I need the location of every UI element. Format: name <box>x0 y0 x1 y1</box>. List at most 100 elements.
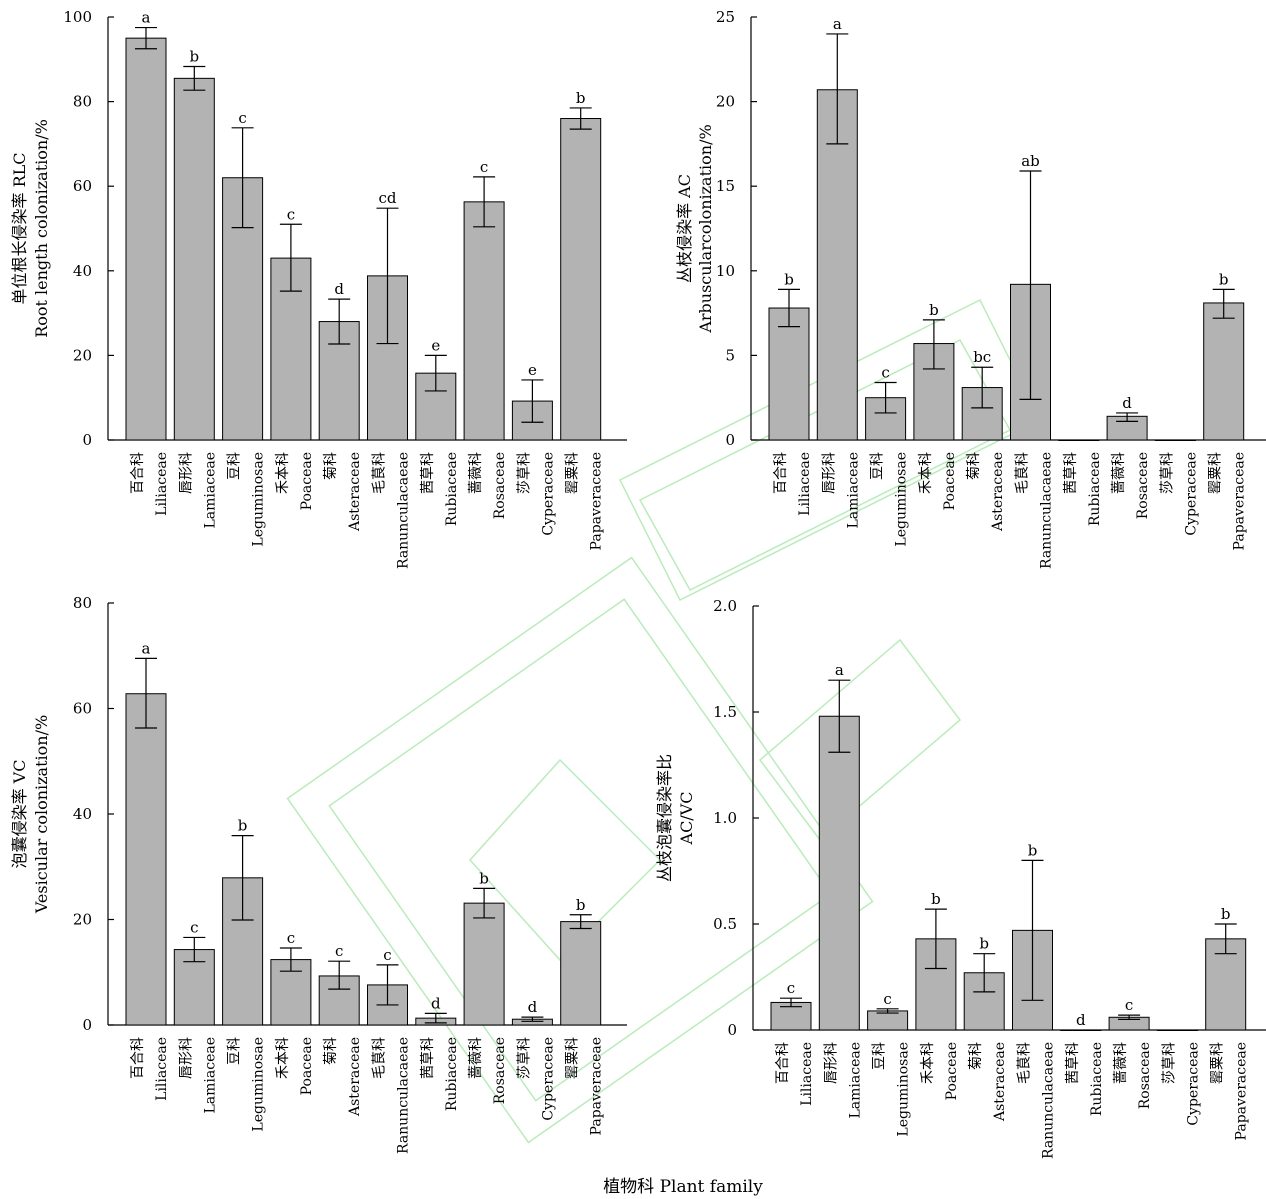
category-label-en: Ranunculacaeae <box>1039 452 1055 569</box>
category-label-zh: 茜草科 <box>1063 452 1079 494</box>
category-label-zh: 罂粟科 <box>1210 1042 1226 1084</box>
significance-label: c <box>287 205 295 223</box>
category-label-zh: 蔷薇科 <box>1111 452 1127 494</box>
category-label-zh: 豆科 <box>870 452 886 480</box>
y-tick-label: 0 <box>725 431 735 449</box>
significance-label: e <box>431 336 440 354</box>
category-label-zh: 莎草科 <box>516 1037 532 1079</box>
chart-panel-ac: 0 5 10 15 20 25 丛枝侵染率 AC Arbuscularcolonization… <box>675 8 1266 569</box>
category-label-en: Rosaceae <box>1137 1042 1153 1109</box>
significance-label: ab <box>1021 152 1040 170</box>
significance-label: c <box>190 918 198 936</box>
bar <box>1156 1029 1198 1031</box>
y-tick-label: 0 <box>82 431 92 449</box>
category-label-zh: 唇形科 <box>821 452 837 494</box>
y-tick-label: 0.5 <box>713 915 737 933</box>
y-tick-label: 1.0 <box>713 809 737 827</box>
x-axis-title: 植物科 Plant family <box>603 1177 763 1197</box>
category-label-en: Leguminosae <box>894 452 910 547</box>
significance-label: c <box>787 979 795 997</box>
y-tick-label: 0 <box>82 1016 92 1034</box>
category-label-zh: 罂粟科 <box>565 1037 581 1079</box>
category-label-zh: 豆科 <box>227 452 243 480</box>
y-tick-label: 100 <box>63 8 92 26</box>
category-label-zh: 茜草科 <box>420 1037 436 1079</box>
y-axis-title-en: AC/VC <box>677 792 696 846</box>
category-label-en: Leguminosae <box>251 452 267 547</box>
category-label-zh: 禾本科 <box>275 1037 291 1079</box>
category-label-en: Rosaceae <box>492 1037 508 1104</box>
category-label-zh: 菊科 <box>966 452 982 480</box>
category-label-zh: 唇形科 <box>178 452 194 494</box>
category-label-zh: 毛茛科 <box>372 1037 388 1079</box>
category-label-en: Papaveraceae <box>1232 452 1248 550</box>
category-label-en: Ranunculacaeae <box>396 452 412 569</box>
category-label-zh: 唇形科 <box>823 1042 839 1084</box>
category-label-zh: 百合科 <box>775 1042 791 1084</box>
category-label-en: Asteraceae <box>347 452 363 532</box>
category-label-en: Liliaceae <box>799 1042 815 1106</box>
significance-label: e <box>528 361 537 379</box>
y-axis-title-en: Vesicular colonization/% <box>32 715 51 914</box>
category-label-en: Rubiaceae <box>1087 452 1103 526</box>
significance-label: c <box>335 942 343 960</box>
y-tick-label: 40 <box>73 262 92 280</box>
y-tick-label: 80 <box>73 594 92 612</box>
y-tick-label: 0 <box>727 1021 737 1039</box>
category-label-en: Poaceae <box>944 1042 960 1100</box>
y-tick-label: 60 <box>73 177 92 195</box>
significance-label: c <box>383 946 391 964</box>
category-label-en: Asteraceae <box>990 452 1006 532</box>
category-label-zh: 百合科 <box>773 452 789 494</box>
significance-label: a <box>142 639 151 657</box>
y-tick-label: 25 <box>716 8 735 26</box>
significance-label: d <box>1076 1011 1086 1029</box>
category-label-en: Papaveraceae <box>1234 1042 1250 1140</box>
bar <box>1154 439 1196 441</box>
y-tick-label: 10 <box>716 262 735 280</box>
category-label-zh: 莎草科 <box>516 452 532 494</box>
significance-label: a <box>142 9 151 27</box>
category-label-en: Lamiaceae <box>845 452 861 529</box>
category-label-zh: 毛茛科 <box>1015 452 1031 494</box>
y-axis-title-zh: 单位根长侵染率 RLC <box>10 152 29 304</box>
category-label-en: Leguminosae <box>896 1042 912 1137</box>
category-label-zh: 百合科 <box>130 1037 146 1079</box>
significance-label: b <box>1219 270 1229 288</box>
category-label-en: Asteraceae <box>347 1037 363 1117</box>
bar <box>125 37 167 441</box>
chart-panel-vc: 0 20 40 60 80 泡囊侵染率 VC Vesicular colonization/… <box>10 594 627 1154</box>
y-axis-title-zh: 丛枝侵染率 AC <box>675 174 694 283</box>
category-label-zh: 毛茛科 <box>372 452 388 494</box>
category-label-zh: 毛茛科 <box>1017 1042 1033 1084</box>
y-tick-label: 5 <box>725 346 735 364</box>
bar <box>768 307 810 441</box>
category-label-en: Rosaceae <box>1135 452 1151 519</box>
category-label-zh: 罂粟科 <box>565 452 581 494</box>
category-label-en: Rubiaceae <box>444 452 460 526</box>
category-label-en: Lamiaceae <box>847 1042 863 1119</box>
significance-label: bc <box>973 348 991 366</box>
bar <box>125 693 167 1026</box>
bar <box>1058 439 1100 441</box>
bar <box>560 921 602 1026</box>
bar <box>463 201 505 441</box>
category-label-en: Poaceae <box>942 452 958 510</box>
significance-label: b <box>576 89 586 107</box>
category-label-zh: 百合科 <box>130 452 146 494</box>
significance-label: c <box>883 990 891 1008</box>
category-label-zh: 蔷薇科 <box>468 452 484 494</box>
significance-label: d <box>528 998 538 1016</box>
category-label-en: Liliaceae <box>154 452 170 516</box>
significance-label: b <box>238 817 248 835</box>
significance-label: b <box>189 47 199 65</box>
category-label-en: Lamiaceae <box>202 452 218 529</box>
bar <box>867 1010 909 1031</box>
category-label-en: Leguminosae <box>251 1037 267 1132</box>
category-label-zh: 菊科 <box>968 1042 984 1070</box>
significance-label: cd <box>378 189 396 207</box>
significance-label: c <box>881 363 889 381</box>
significance-label: d <box>431 994 441 1012</box>
significance-label: d <box>1122 394 1132 412</box>
